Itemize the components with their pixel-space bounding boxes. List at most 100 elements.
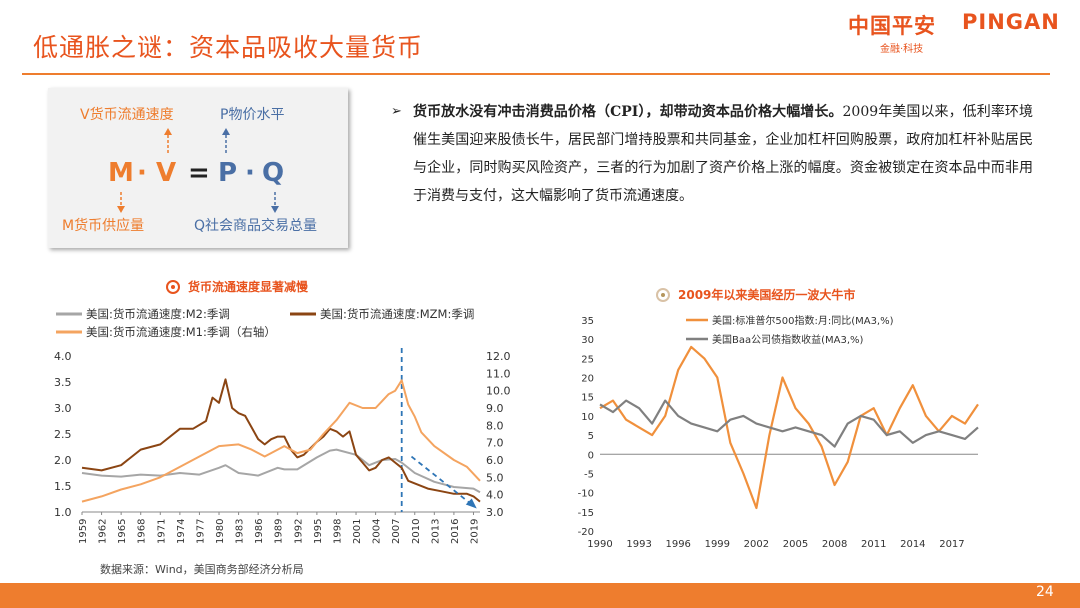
left-chart-title: 货币流通速度显著减慢 [166,276,308,295]
y-tick-label-right: 5.0 [486,471,504,484]
y-tick-label-left: 2.0 [54,454,72,467]
legend-label: 美国Baa公司债指数收益(MA3,%) [712,333,864,346]
pingan-logo-tagline: 金融·科技 [880,44,924,55]
y-tick-label-right: 10.0 [486,385,511,398]
target-icon [166,279,180,294]
x-tick-label: 1977 [195,519,206,544]
y-tick-label: -20 [578,527,594,538]
right-chart-title: 2009年以来美国经历一波大牛市 [656,284,855,303]
equation-p: P [218,158,238,188]
x-tick-label: 1990 [587,539,612,550]
money-supply-down-arrowhead [117,206,125,213]
y-tick-label: -15 [578,508,594,519]
equation-q: Q [262,158,285,188]
y-tick-label-left: 4.0 [54,350,72,363]
velocity-label: V货币流通速度 [80,107,174,123]
equation-box: V货币流通速度 P物价水平 M · V = P · Q M货币供应量 Q社会商品… [48,88,348,248]
y-tick-label-left: 3.0 [54,402,72,415]
legend-label: 美国:标准普尔500指数:月:同比(MA3,%) [712,314,894,327]
y-tick-label: 20 [581,374,594,385]
x-tick-label: 1965 [117,519,128,544]
equation-dot-left: · [137,158,147,188]
title-divider [22,73,1050,75]
pingan-logo-cn: 中国平安 [848,14,936,38]
x-tick-label: 2013 [430,519,441,544]
x-tick-label: 1980 [215,519,226,544]
x-tick-label: 1971 [156,519,167,544]
footer-bar [0,583,1080,608]
x-tick-label: 1992 [293,519,304,544]
legend-label: 美国:货币流通速度:M2:季调 [86,307,230,321]
right-chart-title-text: 2009年以来美国经历一波大牛市 [678,288,856,302]
trend-arrow-line [410,455,473,506]
money-supply-label: M货币供应量 [62,218,145,234]
x-tick-label: 2007 [391,519,402,544]
y-tick-label-left: 1.0 [54,506,72,519]
x-tick-label: 1993 [626,539,651,550]
pingan-logo-en: PINGAN [962,10,1060,34]
velocity-chart: 美国:货币流通速度:M2:季调 美国:货币流通速度:MZM:季调美国:货币流通速度… [54,307,511,544]
x-tick-label: 1986 [254,519,265,544]
x-tick-label: 1968 [137,519,148,544]
legend-label: 美国:货币流通速度:M1:季调（右轴） [86,325,276,339]
x-tick-label: 2004 [372,519,383,544]
y-tick-label-left: 3.5 [54,376,72,389]
y-tick-label-left: 1.5 [54,480,72,493]
equation-equals: = [188,158,210,188]
x-tick-label: 2008 [822,539,847,550]
y-tick-label-right: 9.0 [486,402,504,415]
goods-down-arrowhead [271,206,279,213]
y-tick-label: 25 [581,354,594,365]
y-tick-label-right: 6.0 [486,454,504,467]
x-tick-label: 2011 [861,539,886,550]
y-tick-label-right: 12.0 [486,350,511,363]
y-tick-label: 5 [588,431,594,442]
m1-velocity-line [81,379,481,503]
baa-yield-line [599,399,979,448]
y-tick-label: -5 [584,469,594,480]
x-tick-label: 1983 [235,519,246,544]
y-tick-label-left: 2.5 [54,428,72,441]
left-chart-title-text: 货币流通速度显著减慢 [188,280,309,294]
x-tick-label: 2001 [352,519,363,544]
x-tick-label: 2016 [450,519,461,544]
body-text: 2009年美国以来，低利率环境催生美国迎来股债长牛，居民部门增持股票和共同基金，… [413,104,1033,204]
y-tick-label: 30 [581,335,594,346]
y-tick-label-right: 4.0 [486,489,504,502]
x-tick-label: 1996 [665,539,690,550]
x-tick-label: 2010 [411,519,422,544]
data-source: 数据来源：Wind，美国商务部经济分析局 [100,563,304,576]
x-tick-label: 2014 [900,539,925,550]
x-tick-label: 2017 [939,539,964,550]
price-up-arrowhead [222,128,230,135]
y-tick-label-right: 3.0 [486,506,504,519]
goods-volume-label: Q社会商品交易总量 [194,218,318,234]
x-tick-label: 1999 [705,539,730,550]
y-tick-label: 10 [581,412,594,423]
price-level-label: P物价水平 [220,107,285,123]
x-tick-label: 2005 [783,539,808,550]
x-tick-label: 1959 [78,519,89,544]
equation-arrows [117,128,279,213]
equation-v: V [156,158,177,188]
y-tick-label-right: 7.0 [486,437,504,450]
y-tick-label: -10 [578,489,594,500]
target-icon [656,287,670,302]
equation-dot-right: · [245,158,255,188]
x-tick-label: 1998 [332,519,343,544]
legend-label: 美国:货币流通速度:MZM:季调 [320,307,474,321]
x-tick-label: 1974 [176,519,187,544]
y-tick-label: 15 [581,393,594,404]
y-tick-label-right: 8.0 [486,419,504,432]
bullet-icon: ➢ [391,104,402,119]
x-tick-label: 2019 [469,519,480,544]
y-tick-label: 0 [588,450,594,461]
y-tick-label-right: 11.0 [486,367,511,380]
x-tick-label: 1995 [313,519,324,544]
velocity-up-arrowhead [164,128,172,135]
x-tick-label: 2002 [744,539,769,550]
y-tick-label: 35 [581,316,594,327]
page-number: 24 [1036,584,1054,600]
key-point-text: 货币放水没有冲击消费品价格（CPI），却带动资本品价格大幅增长。 [413,104,843,120]
